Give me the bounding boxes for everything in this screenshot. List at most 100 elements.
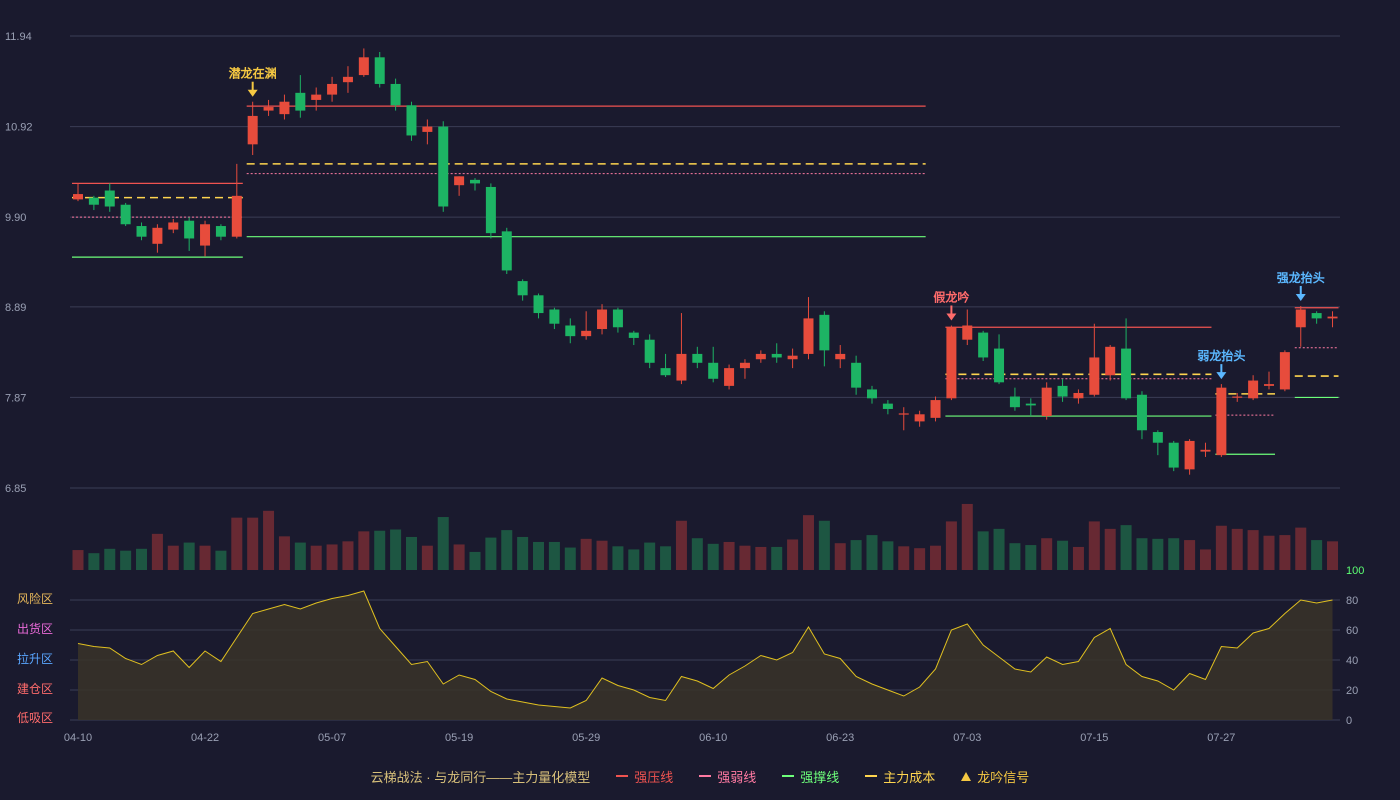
volume-bar (993, 528, 1005, 570)
candle-body (279, 101, 290, 115)
volume-bar (596, 540, 608, 570)
risk-tick-label: 60 (1346, 625, 1358, 637)
candle-body (247, 115, 258, 145)
signal-arrow-head (1295, 293, 1306, 301)
legend-strong-support[interactable]: 强撑线 (782, 767, 839, 786)
chart-title: 云梯战法 · 与龙同行——主力量化模型 (370, 769, 591, 785)
candle-body (295, 92, 306, 111)
candle-body (501, 231, 512, 271)
volume-bar (977, 531, 989, 570)
volume-bar (405, 536, 417, 570)
candle-body (231, 195, 242, 237)
volume-bar (818, 520, 830, 570)
candle-body (660, 368, 671, 376)
chart-legend: 云梯战法 · 与龙同行——主力量化模型 强压线 强弱线 强撑线 主力成本 龙吟信… (0, 766, 1400, 786)
candle-body (73, 194, 83, 200)
candle-body (215, 226, 226, 237)
candle-body (1041, 387, 1052, 417)
candle-body (1295, 309, 1306, 328)
price-tick-label: 8.89 (5, 302, 26, 314)
volume-bar (1327, 541, 1339, 570)
volume-bar (834, 543, 846, 570)
legend-signal[interactable]: 龙吟信号 (961, 767, 1029, 786)
volume-bar (469, 551, 481, 570)
volume-bar (437, 517, 449, 570)
candle-body (342, 76, 353, 83)
triangle-icon (961, 771, 972, 781)
candle-body (612, 309, 623, 328)
volume-bar (850, 540, 862, 570)
candle-body (1232, 396, 1243, 398)
candle-body (88, 197, 99, 205)
candle-body (565, 325, 576, 337)
volume-bar (294, 542, 306, 570)
volume-bar (755, 546, 767, 570)
candle-body (644, 339, 655, 363)
candle-body (1105, 346, 1116, 376)
volume-bar (1199, 549, 1211, 570)
candle-body (676, 353, 687, 381)
volume-bar (1311, 540, 1323, 570)
volume-bar (660, 546, 672, 570)
volume-bar (501, 530, 513, 570)
grid-lines (70, 35, 1340, 489)
volume-bar (1247, 530, 1259, 570)
candle-body (104, 190, 115, 207)
volume-bar (1136, 538, 1148, 570)
volume-bar (739, 545, 751, 570)
candle-body (724, 368, 735, 386)
candle-body (898, 413, 909, 415)
volume-bar (1057, 540, 1069, 570)
volume-bar (183, 542, 195, 570)
volume-bar (215, 550, 227, 570)
volume-bar (930, 545, 942, 570)
price-tick-label: 6.85 (5, 483, 26, 495)
legend-strong-resist[interactable]: 强压线 (616, 767, 673, 786)
volume-bar (1263, 535, 1275, 570)
volume-bar (644, 542, 656, 570)
volume-bar (914, 548, 926, 570)
volume-bars (72, 503, 1339, 570)
candle-body (1264, 384, 1274, 386)
date-tick-label: 06-23 (826, 732, 854, 744)
price-tick-label: 7.87 (5, 392, 26, 404)
candle-body (1152, 432, 1163, 443)
volume-bar (1184, 540, 1196, 570)
candle-body (1121, 348, 1132, 399)
candle-body (930, 400, 941, 418)
level-lines (72, 105, 1339, 455)
volume-bar (961, 503, 973, 570)
volume-bar (1215, 525, 1227, 570)
candle-body (581, 330, 592, 337)
signal-label: 强龙抬头 (1277, 270, 1325, 285)
legend-main-cost[interactable]: 主力成本 (865, 767, 935, 786)
volume-bar (151, 533, 163, 570)
volume-bar (1088, 521, 1100, 570)
signal-label: 弱龙抬头 (1197, 348, 1245, 363)
legend-strong-weak[interactable]: 强弱线 (699, 767, 756, 786)
volume-bar (247, 517, 259, 570)
candle-body (835, 353, 846, 360)
volume-bar (1009, 543, 1021, 570)
candle-body (755, 353, 766, 360)
volume-bar (723, 541, 735, 570)
candle-body (406, 105, 417, 136)
candle-body (692, 353, 703, 363)
strong-weak-swatch (699, 775, 712, 777)
volume-bar (199, 545, 211, 570)
date-tick-label: 05-19 (445, 732, 473, 744)
volume-bar (1120, 525, 1132, 570)
volume-bar (358, 531, 370, 570)
candle-body (1009, 396, 1020, 408)
candle-body (327, 83, 338, 95)
volume-bar (1168, 538, 1180, 570)
zone-label: 建仓区 (17, 682, 53, 696)
volume-bar (548, 541, 560, 570)
zone-label: 拉升区 (17, 651, 53, 666)
candle-body (708, 362, 719, 379)
legend-label: 强压线 (634, 769, 674, 785)
candle-body (1168, 442, 1179, 468)
signal-arrow-head (247, 89, 258, 97)
candle-body (1327, 316, 1338, 319)
risk-tick-label: 40 (1346, 655, 1358, 667)
